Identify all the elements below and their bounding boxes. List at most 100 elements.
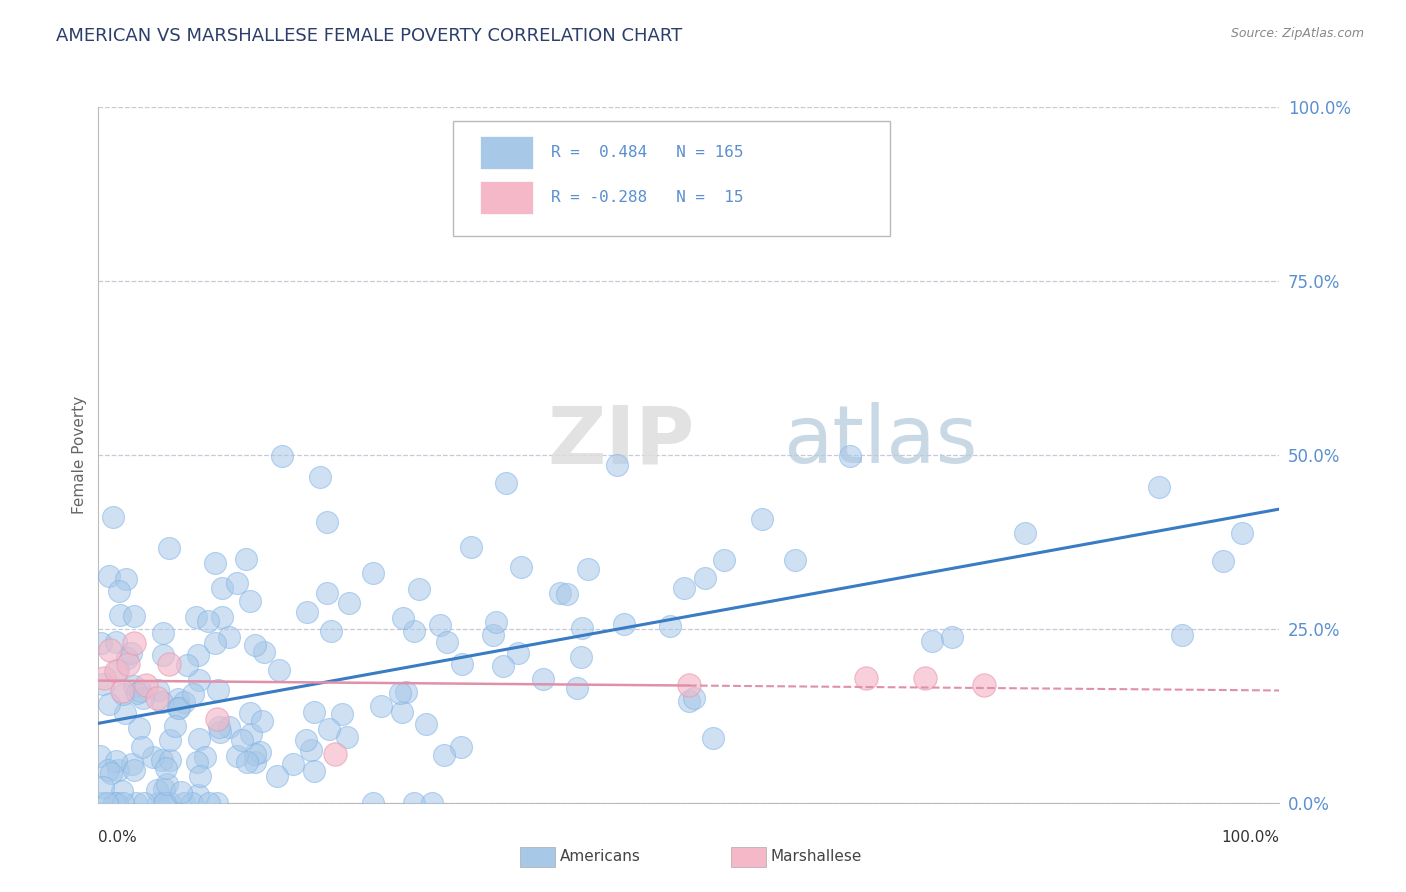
Point bbox=[508, 646, 530, 660]
Point bbox=[492, 659, 515, 673]
Point bbox=[187, 648, 209, 663]
Point bbox=[218, 630, 240, 644]
Point bbox=[97, 763, 120, 777]
Point bbox=[159, 753, 181, 767]
Point bbox=[321, 624, 343, 639]
Point bbox=[90, 636, 112, 650]
Point bbox=[207, 682, 229, 697]
Point bbox=[370, 699, 392, 714]
Point bbox=[253, 645, 276, 659]
Point bbox=[96, 796, 118, 810]
Point bbox=[361, 566, 384, 580]
Point bbox=[194, 750, 217, 764]
Point bbox=[323, 747, 346, 761]
Point bbox=[225, 748, 247, 763]
Point bbox=[239, 594, 262, 608]
Point bbox=[1230, 525, 1253, 540]
Point bbox=[115, 651, 138, 665]
Point bbox=[132, 690, 155, 705]
Point bbox=[914, 671, 936, 685]
Point bbox=[243, 638, 266, 652]
Point bbox=[159, 733, 181, 747]
Point bbox=[107, 763, 129, 777]
Point bbox=[531, 672, 554, 686]
Point bbox=[1212, 554, 1234, 568]
Y-axis label: Female Poverty: Female Poverty bbox=[72, 396, 87, 514]
Point bbox=[231, 733, 253, 747]
Point bbox=[122, 609, 145, 624]
Text: AMERICAN VS MARSHALLESE FEMALE POVERTY CORRELATION CHART: AMERICAN VS MARSHALLESE FEMALE POVERTY C… bbox=[56, 27, 682, 45]
Point bbox=[225, 575, 247, 590]
Point bbox=[197, 614, 219, 628]
Point bbox=[1147, 480, 1170, 494]
Point bbox=[134, 796, 156, 810]
Point bbox=[318, 722, 340, 736]
Point bbox=[281, 757, 304, 772]
Point bbox=[89, 749, 111, 764]
Point bbox=[678, 677, 700, 691]
Point bbox=[683, 691, 706, 706]
Point bbox=[103, 796, 125, 810]
Point bbox=[98, 569, 121, 583]
Point bbox=[294, 733, 316, 747]
Point bbox=[98, 642, 121, 657]
Point bbox=[167, 701, 190, 715]
Point bbox=[111, 784, 134, 798]
Point bbox=[1171, 627, 1194, 641]
Point bbox=[155, 761, 177, 775]
Point bbox=[204, 636, 226, 650]
Text: ZIP: ZIP bbox=[547, 402, 695, 480]
Point bbox=[839, 449, 862, 463]
Point bbox=[301, 743, 323, 757]
Point bbox=[124, 679, 146, 693]
Point bbox=[107, 663, 129, 677]
Point bbox=[170, 785, 193, 799]
Point bbox=[613, 617, 636, 632]
Point bbox=[124, 796, 146, 810]
Point bbox=[166, 701, 188, 715]
FancyBboxPatch shape bbox=[479, 181, 533, 214]
Point bbox=[567, 681, 589, 695]
Point bbox=[578, 562, 600, 576]
Point bbox=[245, 755, 267, 769]
Point bbox=[361, 796, 384, 810]
Point bbox=[128, 683, 150, 698]
Point bbox=[101, 510, 124, 524]
Point bbox=[672, 582, 695, 596]
Point bbox=[239, 727, 262, 741]
Text: R = -0.288   N =  15: R = -0.288 N = 15 bbox=[551, 190, 744, 205]
Point bbox=[295, 605, 318, 619]
Point bbox=[1014, 526, 1036, 541]
Point bbox=[391, 610, 413, 624]
Point bbox=[450, 739, 472, 754]
Text: Source: ZipAtlas.com: Source: ZipAtlas.com bbox=[1230, 27, 1364, 40]
Point bbox=[153, 796, 176, 810]
Point bbox=[308, 470, 330, 484]
Point bbox=[702, 731, 724, 746]
Point bbox=[156, 777, 179, 791]
Point bbox=[152, 648, 174, 662]
Point bbox=[205, 712, 228, 726]
Point bbox=[495, 476, 517, 491]
Point bbox=[111, 687, 134, 701]
Point bbox=[120, 646, 142, 660]
Point bbox=[921, 634, 943, 648]
Point bbox=[91, 780, 114, 794]
Point bbox=[751, 512, 773, 526]
Point bbox=[973, 677, 995, 691]
Point bbox=[131, 740, 153, 755]
Point bbox=[391, 705, 413, 719]
Point bbox=[659, 619, 682, 633]
Point bbox=[150, 695, 173, 709]
Point bbox=[122, 636, 145, 650]
Point bbox=[713, 553, 735, 567]
Point bbox=[145, 783, 167, 797]
Point bbox=[266, 769, 288, 783]
Point bbox=[115, 572, 138, 586]
Point bbox=[460, 541, 482, 555]
Point bbox=[188, 769, 211, 783]
Point bbox=[108, 583, 131, 598]
Text: 0.0%: 0.0% bbox=[98, 830, 138, 845]
Point bbox=[111, 684, 134, 698]
Point bbox=[108, 608, 131, 623]
